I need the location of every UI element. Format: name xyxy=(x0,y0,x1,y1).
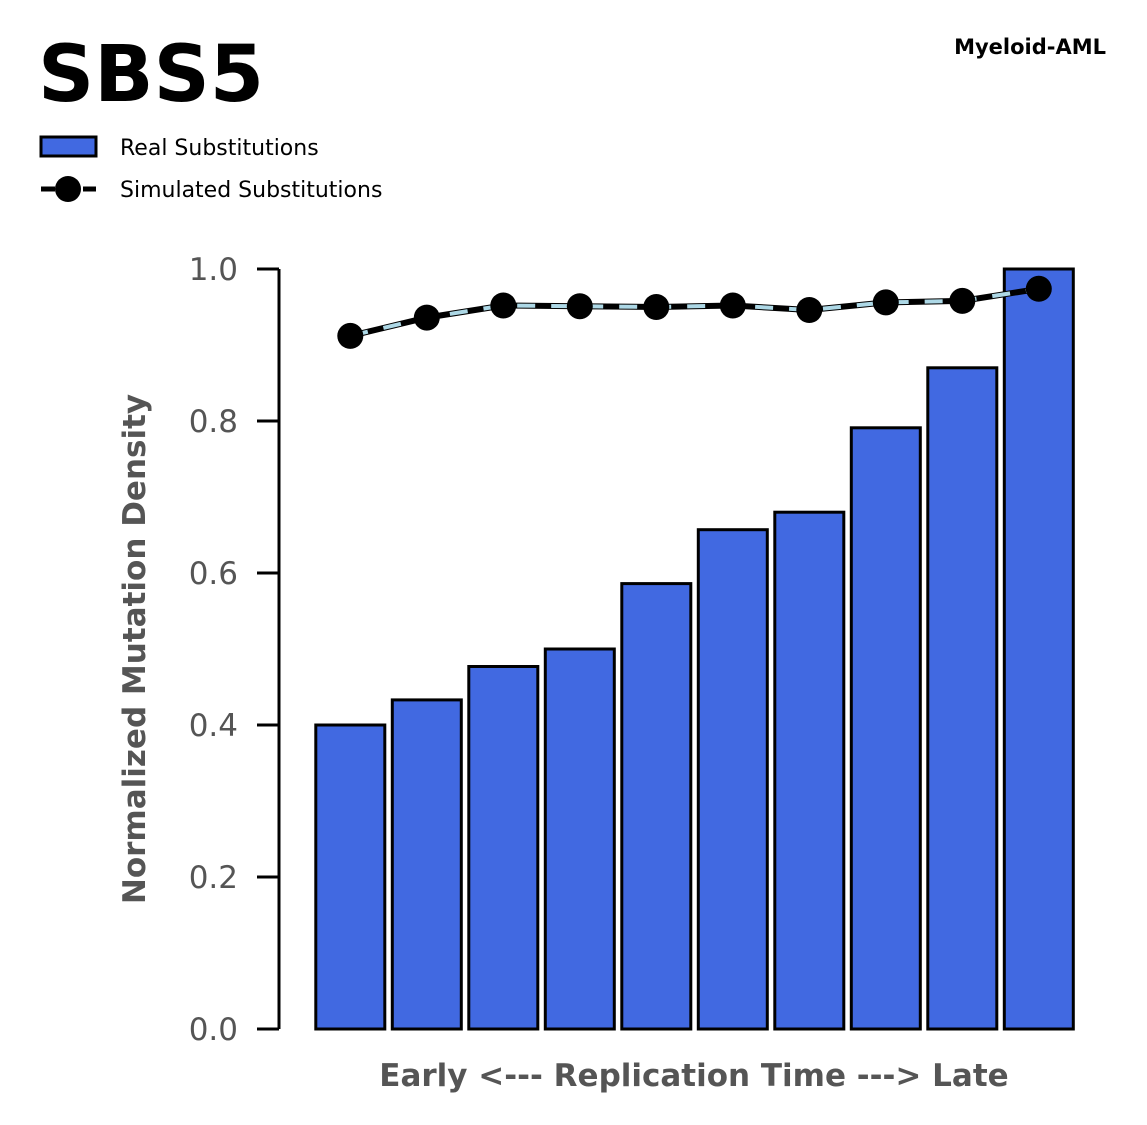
simulated-point-5 xyxy=(643,294,670,320)
simulated-point-2 xyxy=(413,304,440,331)
bar-5 xyxy=(620,582,693,1031)
simulated-point-1 xyxy=(337,322,364,349)
bar-8 xyxy=(849,426,922,1031)
bar-6 xyxy=(696,528,769,1031)
simulated-point-10 xyxy=(1025,275,1052,302)
simulated-point-6 xyxy=(719,292,746,319)
bar-2 xyxy=(390,698,463,1031)
y-axis-label: Normalized Mutation Density xyxy=(117,394,153,904)
bar-4 xyxy=(543,647,616,1031)
bars xyxy=(314,267,1075,1031)
y-tick-label: 0.4 xyxy=(189,708,238,744)
y-tick-label: 0.6 xyxy=(189,556,238,592)
simulated-line xyxy=(349,285,1040,339)
bar-9 xyxy=(926,366,999,1031)
y-tick-label: 0.2 xyxy=(189,860,238,896)
simulated-point-8 xyxy=(872,289,899,316)
legend-label-simulated: Simulated Substitutions xyxy=(120,178,382,203)
bar-3 xyxy=(467,665,540,1031)
x-axis-label: Early <--- Replication Time ---> Late xyxy=(379,1058,1008,1094)
chart-subtitle: Myeloid-AML xyxy=(954,35,1106,59)
bar-10 xyxy=(1002,267,1075,1031)
bar-1 xyxy=(314,723,387,1031)
simulated-point-7 xyxy=(796,297,823,323)
y-ticks: 0.0 0.2 0.4 0.6 0.8 1.0 xyxy=(189,252,279,1048)
simulated-point-4 xyxy=(566,293,593,320)
y-tick-label: 1.0 xyxy=(189,252,238,288)
simulated-points xyxy=(337,275,1052,349)
legend: Real Substitutions Simulated Substitutio… xyxy=(39,135,382,203)
bar-7 xyxy=(773,510,846,1031)
legend-label-real: Real Substitutions xyxy=(120,136,319,161)
simulated-line-dash xyxy=(349,286,1040,338)
simulated-point-3 xyxy=(490,292,517,319)
simulated-point-9 xyxy=(949,287,976,314)
y-tick-label: 0.0 xyxy=(189,1012,238,1048)
chart-title: SBS5 xyxy=(38,30,264,120)
y-tick-label: 0.8 xyxy=(189,404,238,440)
legend-swatch-real xyxy=(39,135,98,158)
legend-marker-simulated xyxy=(55,176,81,202)
